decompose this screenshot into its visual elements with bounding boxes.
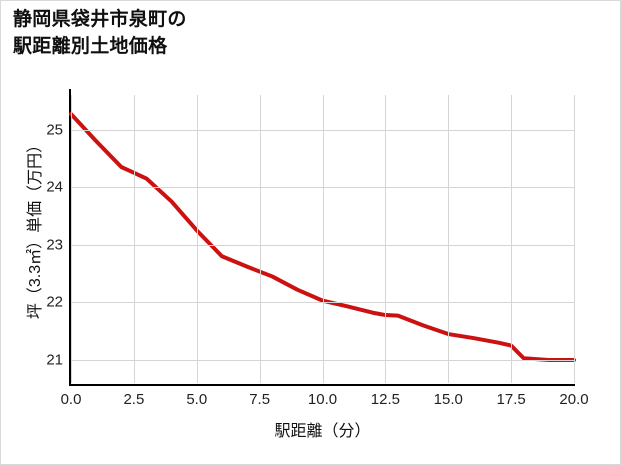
plot-area — [69, 95, 576, 383]
x-tick-label: 10.0 — [307, 391, 338, 408]
gridline-vertical — [133, 95, 135, 383]
y-axis-tick-labels: 21 22 23 24 25 — [1, 1, 63, 464]
x-tick-label: 17.5 — [496, 391, 526, 408]
chart-title: 静岡県袋井市泉町の 駅距離別土地価格 — [13, 9, 187, 57]
gridline-horizontal — [71, 187, 574, 189]
x-tick-label: 5.0 — [186, 391, 208, 408]
y-tick-label: 25 — [46, 121, 63, 139]
gridline-vertical — [448, 95, 450, 383]
y-axis-title: 坪（3.3㎡）単価（万円） — [27, 136, 44, 320]
y-tick-label: 23 — [46, 236, 63, 254]
gridline-vertical — [196, 95, 198, 383]
gridline-vertical — [511, 95, 513, 383]
gridline-horizontal — [71, 302, 574, 304]
gridline-vertical — [574, 95, 575, 383]
gridline-horizontal — [71, 359, 574, 361]
x-axis-title: 駅距離（分） — [274, 423, 371, 440]
y-axis-spine — [69, 89, 71, 386]
y-tick-label: 24 — [46, 178, 63, 196]
gridline-vertical — [385, 95, 387, 383]
data-line-series — [69, 112, 576, 362]
x-tick-label: 12.5 — [370, 391, 400, 408]
x-tick-label: 15.0 — [433, 391, 463, 408]
y-tick-label: 21 — [46, 351, 63, 369]
y-tick-label: 22 — [46, 293, 63, 311]
x-tick-label: 2.5 — [123, 391, 145, 408]
x-axis-spine — [69, 384, 575, 386]
x-tick-label: 20.0 — [559, 391, 589, 408]
price-line-path — [69, 112, 576, 362]
x-tick-label: 7.5 — [249, 391, 271, 408]
gridline-horizontal — [71, 244, 574, 246]
x-tick-label: 0.0 — [60, 391, 82, 408]
gridline-vertical — [71, 95, 72, 383]
gridline-vertical — [322, 95, 324, 383]
gridline-vertical — [259, 95, 261, 383]
gridline-horizontal — [71, 129, 574, 131]
